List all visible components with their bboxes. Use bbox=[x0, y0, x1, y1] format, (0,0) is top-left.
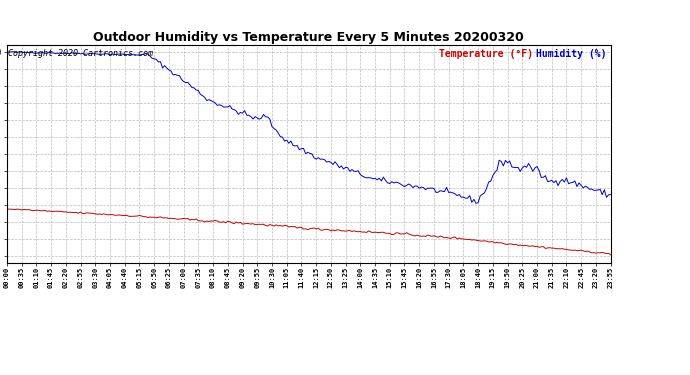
Title: Outdoor Humidity vs Temperature Every 5 Minutes 20200320: Outdoor Humidity vs Temperature Every 5 … bbox=[93, 31, 524, 44]
Text: Copyright 2020 Cartronics.com: Copyright 2020 Cartronics.com bbox=[8, 50, 152, 58]
Legend: Temperature (°F), Humidity (%): Temperature (°F), Humidity (%) bbox=[435, 45, 611, 63]
